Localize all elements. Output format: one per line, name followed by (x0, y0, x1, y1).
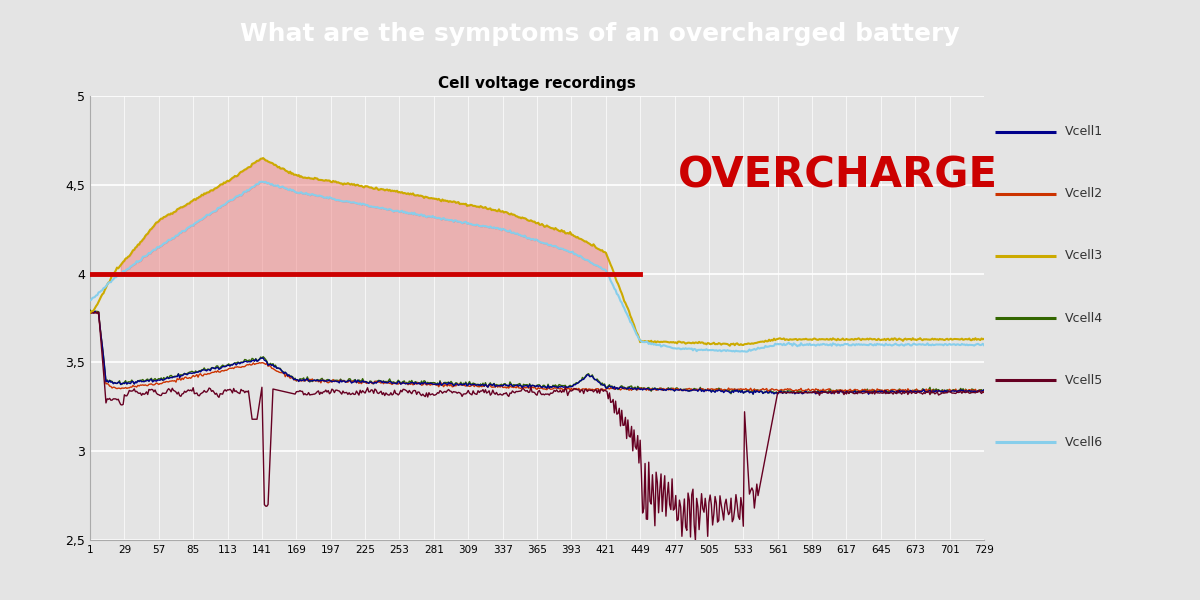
Line: Vcell6: Vcell6 (90, 182, 984, 352)
Vcell4 (811, 386, 826, 394)
Text: What are the symptoms of an overcharged battery: What are the symptoms of an overcharged … (240, 22, 960, 46)
Vcell1 (88, 308, 102, 315)
Vcell6 (738, 348, 752, 355)
Vcell2 (937, 389, 952, 396)
Vcell6 (254, 178, 269, 185)
Vcell6 (968, 341, 983, 349)
Text: Vcell5: Vcell5 (1064, 374, 1103, 386)
Vcell3 (722, 342, 737, 349)
Vcell6 (456, 219, 470, 226)
Vcell1 (968, 388, 983, 395)
Vcell2 (977, 388, 991, 395)
Vcell3 (812, 335, 827, 343)
Vcell4 (938, 388, 953, 395)
Vcell3 (256, 154, 270, 161)
Vcell2 (89, 308, 103, 316)
Vcell1 (83, 308, 97, 315)
Vcell3 (456, 200, 470, 208)
Vcell5 (811, 389, 826, 396)
Vcell1 (862, 391, 876, 398)
Vcell6 (83, 297, 97, 304)
Vcell3 (968, 335, 983, 342)
Vcell4 (205, 364, 220, 371)
Text: Vcell4: Vcell4 (1064, 311, 1103, 325)
Vcell3 (497, 209, 511, 216)
Vcell5 (967, 389, 982, 396)
Line: Vcell1: Vcell1 (90, 311, 984, 394)
Line: Vcell4: Vcell4 (90, 310, 984, 394)
Line: Vcell2: Vcell2 (90, 312, 984, 392)
Vcell3 (977, 335, 991, 343)
Vcell6 (940, 341, 954, 349)
Vcell6 (812, 341, 827, 349)
Line: Vcell5: Vcell5 (90, 313, 984, 541)
Vcell2 (940, 388, 954, 395)
Vcell1 (497, 381, 511, 388)
Vcell4 (746, 391, 761, 398)
Vcell1 (206, 365, 221, 372)
Vcell5 (977, 389, 991, 396)
Vcell2 (83, 309, 97, 316)
Vcell6 (977, 341, 991, 349)
Vcell1 (940, 388, 954, 395)
Vcell5 (205, 387, 220, 394)
Vcell4 (455, 382, 469, 389)
Vcell5 (455, 393, 469, 400)
Text: Vcell1: Vcell1 (1064, 125, 1103, 138)
Title: Cell voltage recordings: Cell voltage recordings (438, 76, 636, 91)
Vcell5 (689, 537, 703, 544)
Vcell2 (968, 386, 983, 393)
Vcell5 (83, 309, 97, 316)
Vcell4 (977, 386, 991, 394)
Line: Vcell3: Vcell3 (90, 158, 984, 346)
Text: Vcell2: Vcell2 (1064, 187, 1103, 200)
Vcell6 (205, 208, 220, 215)
Vcell1 (811, 388, 826, 395)
Vcell1 (456, 381, 470, 388)
Text: Vcell3: Vcell3 (1064, 250, 1103, 262)
Vcell3 (83, 309, 97, 316)
Vcell2 (206, 368, 221, 376)
Vcell2 (456, 382, 470, 389)
Vcell5 (496, 391, 510, 398)
Vcell4 (83, 307, 97, 314)
Text: OVERCHARGE: OVERCHARGE (678, 155, 998, 197)
Vcell1 (977, 386, 991, 394)
Vcell3 (940, 335, 954, 343)
Vcell6 (497, 226, 511, 233)
Vcell3 (205, 187, 220, 194)
Vcell4 (496, 382, 510, 389)
Text: Vcell6: Vcell6 (1064, 436, 1103, 449)
Vcell2 (811, 386, 826, 393)
Vcell2 (497, 384, 511, 391)
Vcell4 (967, 386, 982, 394)
Vcell5 (938, 389, 953, 396)
